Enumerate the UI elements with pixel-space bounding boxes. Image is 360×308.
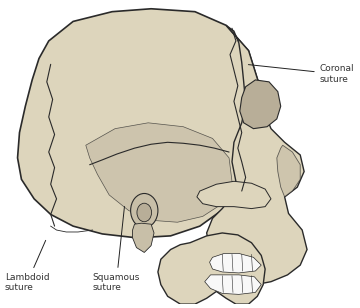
Polygon shape bbox=[158, 233, 265, 304]
Polygon shape bbox=[210, 253, 261, 273]
Polygon shape bbox=[197, 181, 271, 209]
Polygon shape bbox=[86, 123, 232, 222]
Polygon shape bbox=[205, 275, 261, 294]
Ellipse shape bbox=[131, 193, 158, 228]
Polygon shape bbox=[207, 25, 307, 285]
Text: Squamous
suture: Squamous suture bbox=[93, 206, 140, 292]
Text: Lambdoid
suture: Lambdoid suture bbox=[5, 240, 49, 292]
Polygon shape bbox=[132, 223, 154, 253]
Polygon shape bbox=[277, 145, 300, 197]
Polygon shape bbox=[18, 9, 261, 238]
Text: Coronal
suture: Coronal suture bbox=[248, 64, 354, 84]
Polygon shape bbox=[240, 80, 281, 129]
Ellipse shape bbox=[137, 203, 152, 222]
